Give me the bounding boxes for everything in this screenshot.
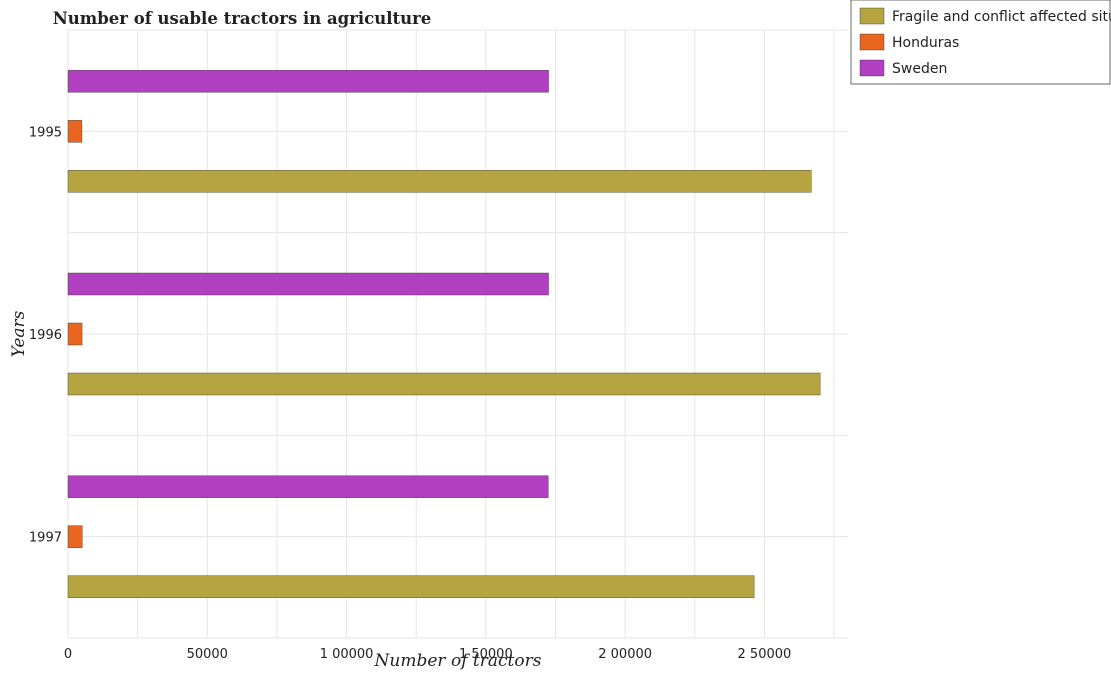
bar-fragile-and-conflict-affected-situations-1996: [67, 372, 821, 396]
y-axis-ticks: 1995 1996 1997: [29, 125, 62, 545]
y-axis-title: Years: [9, 310, 29, 357]
legend-box: [850, 0, 1111, 85]
x-tick-label: 2 00000: [598, 647, 652, 662]
bar-fragile-and-conflict-affected-situations-1997: [67, 575, 755, 598]
bar-fragile-and-conflict-affected-situations-1995: [67, 170, 812, 193]
bar-sweden-1997: [67, 475, 549, 498]
x-axis-title: Number of tractors: [374, 651, 542, 671]
chart-title: Number of usable tractors in agriculture: [53, 9, 432, 28]
y-tick-label: 1995: [29, 125, 62, 140]
legend-swatch: [859, 33, 885, 51]
legend-label: Honduras: [892, 35, 959, 51]
grid: [67, 29, 848, 639]
x-axis-ticks: 0 50000 1 00000 1 50000 2 00000 2 50000: [64, 647, 791, 662]
legend-label: Fragile and conflict affected situations: [892, 9, 1111, 25]
x-tick-label: 1 00000: [320, 647, 374, 662]
x-tick-label: 50000: [187, 647, 228, 662]
y-tick-label: 1996: [29, 328, 62, 343]
x-tick-label: 0: [64, 647, 72, 662]
bar-sweden-1995: [67, 70, 549, 93]
bars: [67, 70, 821, 598]
bar-honduras-1995: [67, 120, 83, 143]
bar-honduras-1997: [67, 525, 83, 548]
legend-swatch: [859, 7, 885, 25]
y-tick-label: 1997: [29, 531, 62, 546]
bar-sweden-1996: [67, 272, 549, 296]
x-tick-label: 2 50000: [738, 647, 792, 662]
legend-label: Sweden: [892, 61, 947, 77]
legend-swatch: [859, 59, 885, 77]
legend: Fragile and conflict affected situations…: [850, 0, 1111, 85]
x-tick-label: 1 50000: [459, 647, 513, 662]
bar-honduras-1996: [67, 322, 83, 346]
